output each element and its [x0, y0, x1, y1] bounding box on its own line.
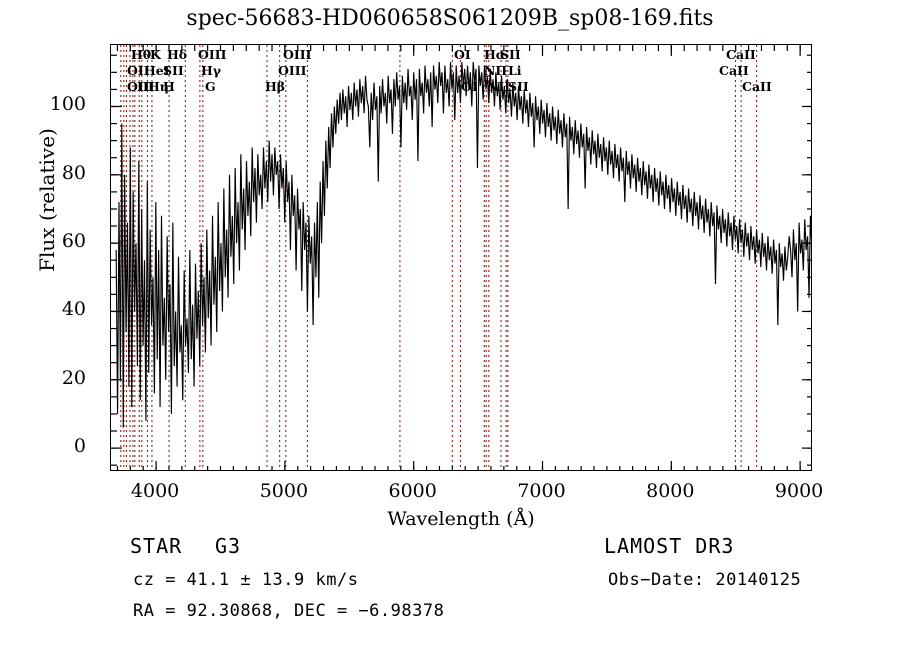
object-subclass: G3	[215, 534, 242, 558]
spectral-line-label: Hθ	[131, 47, 152, 62]
y-tick-label: 80	[61, 161, 86, 184]
plot-frame	[110, 44, 812, 471]
x-tick-label: 8000	[646, 480, 695, 502]
spectral-line-label: NII	[487, 79, 511, 94]
object-class: STAR	[130, 534, 183, 558]
spectral-line-label: OII	[127, 79, 150, 94]
spectral-line-label: H	[163, 79, 175, 94]
spectral-line-label: Hα	[484, 47, 506, 62]
y-tick-label: 40	[61, 298, 86, 321]
tick-group	[111, 45, 811, 470]
spectral-line-label: CaII	[719, 63, 749, 78]
spectral-line-label: G	[205, 79, 216, 94]
spectral-line-label: OIII	[283, 47, 312, 62]
coordinates: RA = 92.30868, DEC = −6.98378	[133, 601, 445, 621]
page-title: spec-56683-HD060658S061209B_sp08-169.fit…	[186, 6, 714, 31]
spectral-line-label: Li	[508, 63, 522, 78]
spectral-line-label: III	[137, 79, 155, 94]
y-tick-label: 100	[49, 93, 86, 116]
spectral-line-label: Hβ	[265, 79, 286, 94]
x-tick-label: 6000	[388, 480, 437, 502]
spectral-line-label: CaII	[742, 79, 772, 94]
x-tick-label: 4000	[130, 480, 180, 502]
spectral-line-label: HeI	[144, 63, 170, 78]
x-tick-label: 7000	[517, 480, 566, 502]
spectral-line-label: CaII	[726, 47, 756, 62]
x-tick-label: 5000	[259, 480, 309, 502]
x-axis-title: Wavelength (Å)	[387, 508, 535, 530]
spectral-line-label: OI	[461, 79, 478, 94]
x-tick-label: 9000	[774, 480, 824, 502]
spectral-line-label: SII	[508, 79, 529, 94]
spectral-line-label: OIII	[278, 63, 307, 78]
survey-name: LAMOST DR3	[604, 534, 735, 558]
spectral-line-label: SII	[163, 63, 184, 78]
spectral-line-label: NII	[484, 63, 508, 78]
spectral-line-label: Hη	[148, 79, 169, 94]
redshift-velocity: cz = 41.1 ± 13.9 km/s	[133, 570, 359, 590]
spectral-line-label: K	[150, 47, 161, 62]
line-marker-group	[120, 45, 758, 470]
y-tick-label: 0	[73, 435, 86, 458]
y-tick-label: 20	[61, 366, 86, 389]
spectral-line-label: OIII	[198, 47, 227, 62]
spectral-line-label: Hδ	[167, 47, 188, 62]
spectral-line-label: SII	[500, 47, 521, 62]
spectrum-trace	[115, 62, 811, 428]
spectral-line-label: Hγ	[201, 63, 222, 78]
y-axis-title: Flux (relative)	[35, 128, 59, 272]
y-tick-label: 60	[61, 230, 86, 253]
spectral-line-label: OII	[127, 63, 150, 78]
spectrum-canvas	[111, 45, 811, 470]
observation-date: Obs−Date: 20140125	[608, 570, 802, 590]
spectral-line-label: OI	[454, 47, 471, 62]
